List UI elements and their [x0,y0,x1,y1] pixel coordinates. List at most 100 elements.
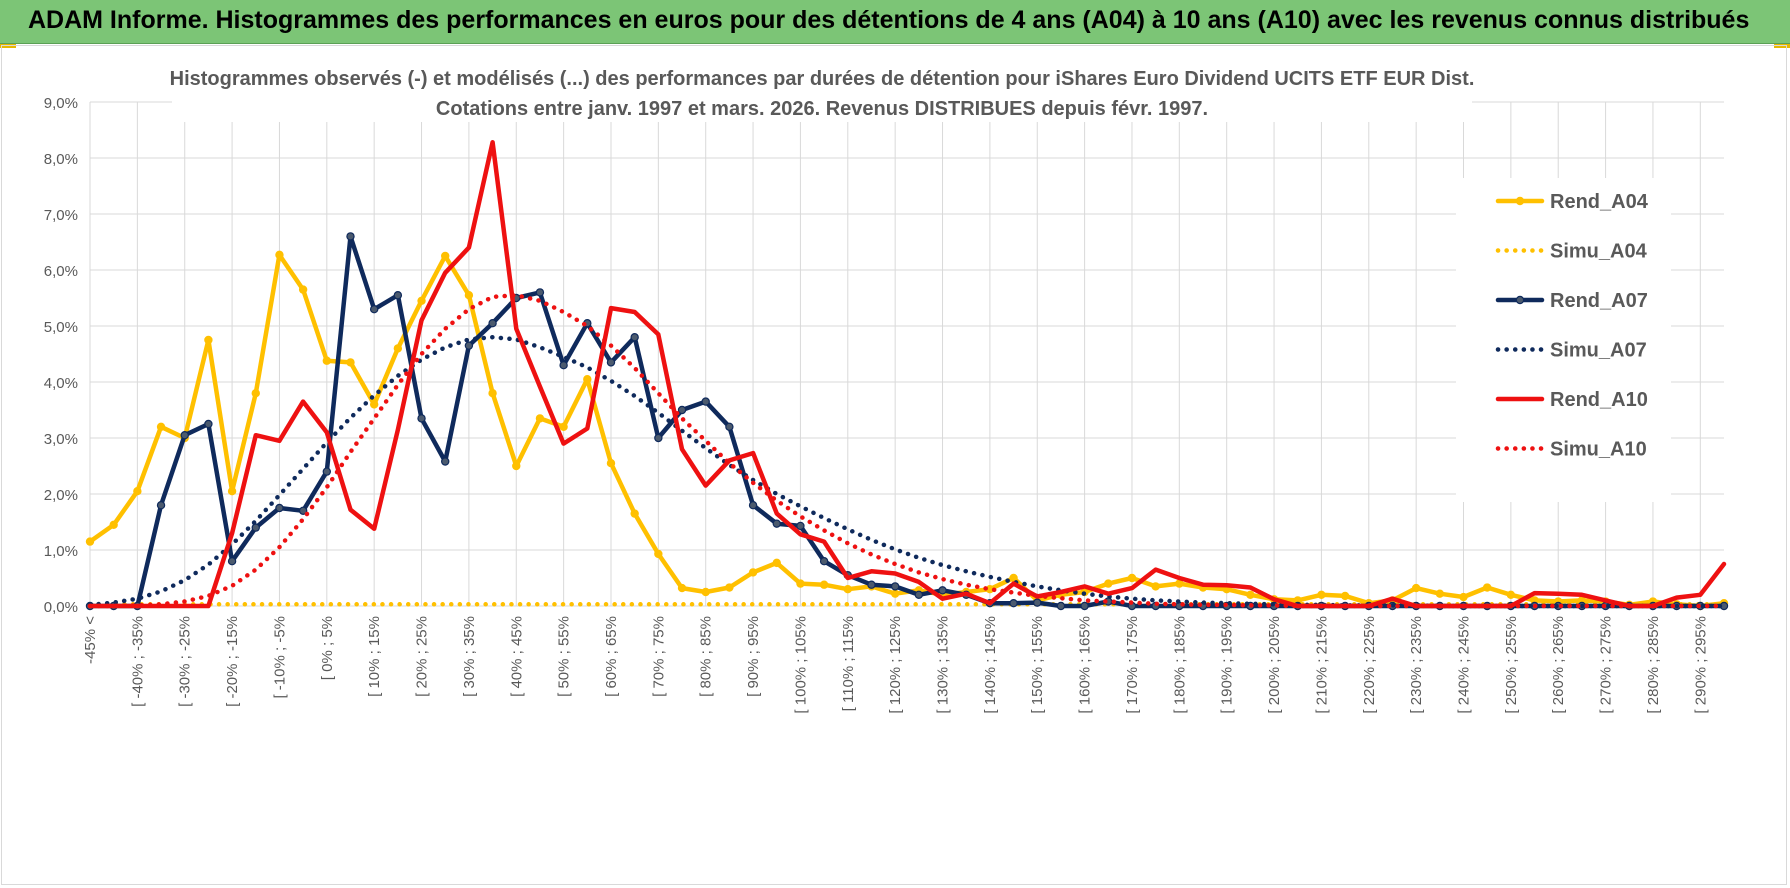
data-point-rend-a04 [251,389,260,398]
series-layer [85,140,1729,611]
data-point-rend-a04 [1506,590,1516,600]
data-point-rend-a04 [322,356,332,365]
y-tick-label: 2,0% [44,487,78,504]
x-tick-label: [ 280% ; 285% [1645,616,1662,714]
x-tick-label: [ 20% ; 25% [414,616,431,697]
data-point-rend-a04 [1175,579,1184,588]
x-tick-label: [ 10% ; 15% [366,616,383,697]
series-line-rend-a10 [87,140,1727,609]
y-tick-label: 6,0% [44,263,78,280]
x-tick-label: [ 130% ; 135% [935,616,952,714]
data-point-rend-a07 [369,305,379,314]
legend-label-simu-a07: Simu_A07 [1550,340,1647,362]
x-tick-label: [ 230% ; 235% [1408,616,1425,714]
data-point-rend-a04 [1246,590,1255,600]
x-tick-label: [ -20% ; -15% [224,616,241,707]
x-tick-label: [ 250% ; 255% [1503,616,1520,714]
data-point-rend-a07 [630,333,639,342]
data-point-rend-a07 [346,232,355,241]
data-point-rend-a07 [488,319,497,328]
x-tick-label: [ 220% ; 225% [1361,616,1378,714]
y-tick-label: 1,0% [44,543,78,560]
x-tick-label: [ 70% ; 75% [650,616,667,697]
legend-marker-rend-a04 [1515,196,1525,206]
data-point-rend-a04 [583,375,592,384]
legend: Rend_A04 Simu_A04 Rend_A07 Simu_A07 Rend_A10… [1456,178,1671,502]
data-point-rend-a07 [819,557,829,566]
data-point-rend-a07 [180,431,189,440]
data-point-rend-a04 [772,558,781,568]
data-point-rend-a04 [843,585,852,594]
data-point-rend-a04 [1151,582,1160,591]
data-point-rend-a07 [559,361,568,370]
x-tick-label: [ 240% ; 245% [1456,616,1473,714]
data-point-rend-a04 [654,549,663,559]
x-tick-label: [ 40% ; 45% [508,616,525,697]
x-tick-label: [ 200% ; 205% [1266,616,1283,714]
data-point-rend-a04 [890,589,900,598]
x-axis: -45% < [ -40% ; -35% [ -30% ; -25% [ -20% ;… [82,616,1709,714]
x-tick-label: [ -30% ; -25% [177,616,194,707]
data-point-rend-a04 [346,358,355,367]
data-point-rend-a04 [417,296,426,305]
data-point-rend-a04 [441,251,450,261]
data-point-rend-a04 [156,422,166,431]
x-tick-label: [ 210% ; 215% [1313,616,1330,714]
banner-title: ADAM Informe. Histogrammes des performan… [0,0,1790,44]
data-point-rend-a04 [1411,583,1421,593]
y-tick-label: 4,0% [44,375,78,392]
legend-background [1456,178,1671,502]
data-point-rend-a04 [1340,591,1350,601]
x-tick-label: [ 100% ; 105% [792,616,809,714]
data-point-rend-a04 [701,587,710,597]
data-point-rend-a07 [796,521,805,531]
data-point-rend-a04 [1104,579,1113,588]
data-point-rend-a04 [819,580,829,589]
data-point-rend-a07 [1056,601,1066,611]
x-tick-label: [ 60% ; 65% [603,616,620,697]
x-tick-label: [ 180% ; 185% [1171,616,1188,714]
x-tick-label: [ 80% ; 85% [698,616,715,697]
data-point-rend-a04 [227,487,237,496]
series-line-simu-a10 [87,292,1727,609]
x-tick-label: [ 190% ; 195% [1219,616,1236,714]
data-point-rend-a07 [393,290,403,300]
x-tick-label: [ 160% ; 165% [1077,616,1094,714]
x-tick-label: [ 120% ; 125% [887,616,904,714]
banner-corner-left [0,44,16,48]
x-tick-label: [ -40% ; -35% [129,616,146,707]
data-point-rend-a04 [1482,583,1492,592]
data-point-rend-a04 [606,459,616,468]
data-point-rend-a07 [938,586,947,595]
data-point-rend-a07 [535,288,545,297]
legend-label-simu-a04: Simu_A04 [1550,241,1648,263]
data-point-rend-a04 [1127,573,1137,583]
legend-label-rend-a07: Rend_A07 [1550,290,1648,312]
data-point-rend-a04 [677,583,687,593]
legend-marker-rend-a07 [1515,295,1525,305]
data-point-rend-a07 [275,503,284,513]
data-point-rend-a07 [867,580,876,589]
legend-label-rend-a10: Rend_A10 [1550,389,1648,411]
data-point-rend-a07 [677,405,687,415]
x-tick-label: [ 170% ; 175% [1124,616,1141,714]
data-point-rend-a07 [322,467,332,476]
data-point-rend-a07 [654,433,663,443]
data-point-rend-a07 [701,397,710,406]
data-point-rend-a04 [109,520,118,529]
data-point-rend-a07 [464,341,474,350]
y-tick-label: 3,0% [44,431,78,448]
y-tick-label: 5,0% [44,319,78,336]
data-point-rend-a07 [772,519,781,528]
data-point-rend-a07 [1080,601,1089,611]
data-point-rend-a07 [251,523,260,532]
y-tick-label: 7,0% [44,207,78,224]
x-tick-label: -45% < [82,616,99,664]
chart-frame: Histogrammes observés (-) et modélisés (… [1,45,1787,885]
x-tick-label: [ -10% ; -5% [271,616,288,699]
x-tick-label: [ 270% ; 275% [1598,616,1615,714]
data-point-rend-a07 [204,419,213,429]
y-tick-label: 9,0% [44,95,78,112]
data-point-rend-a04 [369,400,379,409]
x-tick-label: [ 290% ; 295% [1692,616,1709,714]
